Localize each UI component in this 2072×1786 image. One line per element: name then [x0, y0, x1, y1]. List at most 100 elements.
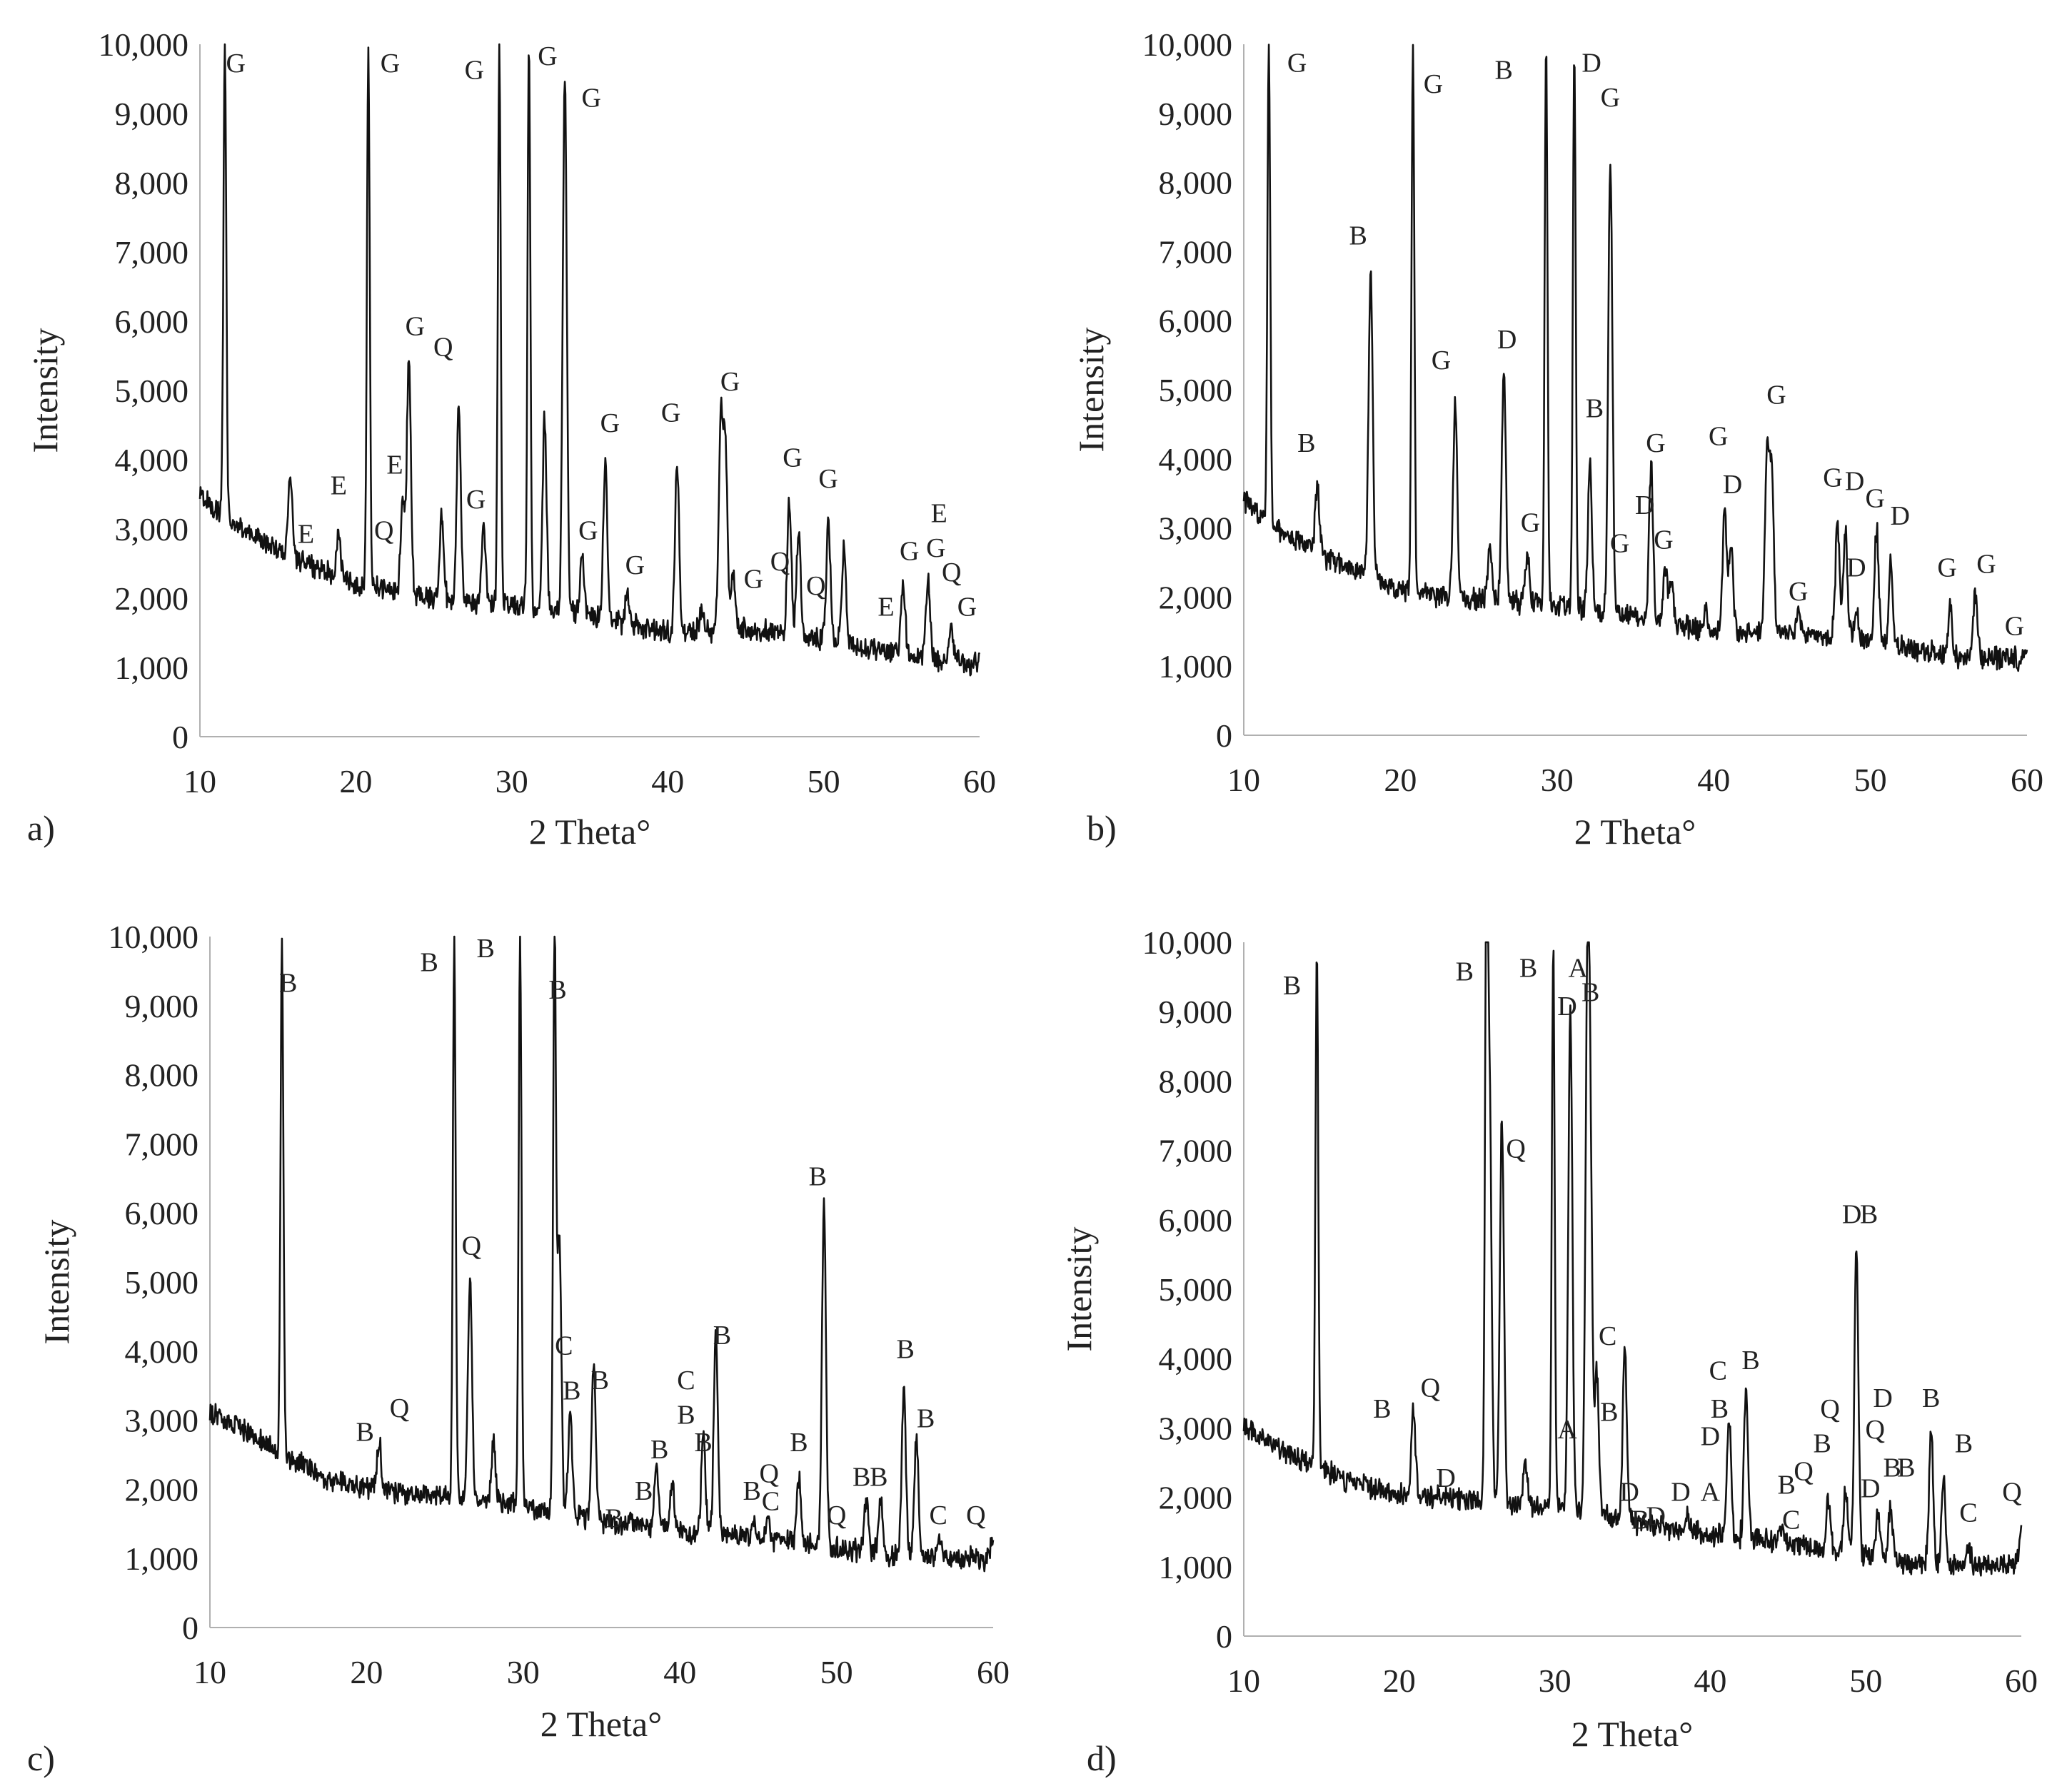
peak-annotation: B	[853, 1463, 870, 1493]
peak-annotation: B	[356, 1418, 374, 1448]
peak-annotation: G	[226, 49, 246, 79]
peak-annotation: Q	[374, 516, 393, 546]
peak-annotation: D	[1861, 1474, 1880, 1504]
x-tick-label: 50	[1854, 762, 1887, 798]
panel-label: c)	[27, 1738, 55, 1778]
peak-annotation: C	[1782, 1505, 1800, 1535]
x-tick-label: 60	[2005, 1663, 2038, 1699]
peak-annotation: Q	[1421, 1373, 1440, 1403]
peak-annotation: D	[1723, 470, 1742, 500]
y-tick-label: 8,000	[1159, 165, 1233, 201]
peak-annotation: D	[1557, 992, 1576, 1021]
peak-annotation: B	[917, 1403, 935, 1433]
x-tick-label: 20	[1383, 1663, 1416, 1699]
peak-annotation: E	[331, 471, 347, 501]
panel-b: Intensity 2 Theta° b) 0 1,000 2,000 3,000 4,…	[1071, 26, 2043, 852]
peak-annotation: G	[581, 83, 600, 113]
peak-annotation: D	[1891, 501, 1910, 531]
x-tick-label: 30	[496, 763, 528, 799]
y-tick-label: 4,000	[1159, 441, 1233, 478]
peak-annotation: B	[1581, 978, 1599, 1008]
peak-annotation: B	[1283, 971, 1301, 1001]
peak-annotation: G	[406, 311, 425, 341]
peak-annotation: G	[1601, 83, 1620, 113]
y-tick-label: 4,000	[125, 1333, 199, 1370]
peak-annotation: D	[1845, 466, 1864, 496]
peak-annotation: Q	[966, 1500, 985, 1530]
y-tick-label: 8,000	[1159, 1063, 1233, 1099]
peak-annotation: G	[466, 485, 486, 515]
x-tick-label: 30	[1539, 1663, 1571, 1699]
y-tick-label: 7,000	[1159, 1133, 1233, 1169]
peak-annotation: B	[1884, 1453, 1901, 1483]
peak-annotation: Q	[1820, 1394, 1839, 1424]
peak-annotation: B	[1897, 1453, 1915, 1483]
y-tick-label: 3,000	[1159, 510, 1233, 547]
peak-annotation: G	[744, 564, 763, 594]
peak-annotation: B	[279, 968, 297, 998]
peak-annotation: G	[900, 537, 919, 567]
peak-annotation: B	[1777, 1470, 1795, 1500]
x-tick-label: 10	[1227, 1663, 1260, 1699]
x-tick-label: 60	[977, 1654, 1010, 1690]
ylabel: Intensity	[25, 328, 65, 453]
x-tick-label: 10	[1227, 762, 1260, 798]
ylabel: Intensity	[1059, 1227, 1099, 1352]
y-tick-label: 7,000	[1159, 233, 1233, 270]
peak-annotation: Q	[770, 547, 790, 577]
peak-annotation: B	[1955, 1428, 1973, 1458]
peak-annotation: B	[635, 1476, 653, 1506]
y-tick-label: 1,000	[115, 650, 189, 686]
y-tick-label: 5,000	[1159, 372, 1233, 408]
x-tick-label: 60	[2011, 762, 2043, 798]
y-tick-label: 6,000	[1159, 1202, 1233, 1238]
y-tick-label: 2,000	[1159, 1480, 1233, 1516]
peak-annotation: A	[1557, 1415, 1577, 1445]
y-tick-label: 10,000	[99, 26, 189, 63]
peak-annotation: G	[600, 408, 620, 438]
peak-annotation: D	[1646, 1501, 1665, 1531]
xlabel: 2 Theta°	[1571, 1714, 1693, 1754]
peak-annotation: B	[1297, 428, 1315, 458]
panel-c: Intensity 2 Theta° c) 0 1,000 2,000 3,000 4,…	[27, 919, 1010, 1778]
x-tick-label: 60	[963, 763, 996, 799]
peak-annotation: C	[930, 1500, 947, 1530]
peak-annotation: B	[1349, 221, 1367, 251]
x-tick-label: 30	[507, 1654, 540, 1690]
peak-annotation: G	[1432, 345, 1451, 375]
x-tick-label: 10	[183, 763, 216, 799]
peak-annotation: B	[1456, 957, 1474, 987]
peak-annotation: G	[578, 516, 598, 546]
y-tick-label: 3,000	[1159, 1410, 1233, 1446]
peak-annotation: G	[625, 550, 645, 580]
peak-annotation: B	[1631, 1505, 1649, 1535]
x-tick-label: 50	[1849, 1663, 1882, 1699]
peak-annotation: B	[1814, 1428, 1831, 1458]
xlabel: 2 Theta°	[529, 812, 650, 852]
peak-annotation: B	[1373, 1394, 1391, 1424]
x-tick-label: 20	[1384, 762, 1417, 798]
panel-label: d)	[1087, 1738, 1117, 1778]
peak-annotation: Q	[462, 1231, 481, 1261]
peak-annotation: G	[2005, 612, 2024, 642]
peak-annotation: D	[1436, 1463, 1455, 1493]
y-tick-label: 8,000	[115, 165, 189, 201]
peak-annotation: C	[1959, 1498, 1977, 1528]
peak-annotation: B	[1922, 1383, 1940, 1413]
y-tick-label: 7,000	[125, 1126, 199, 1162]
y-tick-label: 0	[182, 1610, 198, 1646]
peak-annotation: Q	[1866, 1415, 1885, 1445]
y-tick-label: 2,000	[1159, 579, 1233, 615]
y-tick-label: 4,000	[115, 442, 189, 478]
x-tick-label: 40	[1697, 762, 1730, 798]
peak-annotation: B	[809, 1161, 827, 1191]
peak-annotation: D	[1635, 490, 1654, 520]
y-tick-label: 1,000	[1159, 1549, 1233, 1585]
peak-annotation: B	[591, 1366, 609, 1396]
y-tick-label: 0	[1216, 1618, 1232, 1655]
peak-annotation: B	[694, 1428, 712, 1458]
peak-annotation: C	[1709, 1356, 1727, 1386]
peak-annotation: B	[548, 975, 566, 1005]
